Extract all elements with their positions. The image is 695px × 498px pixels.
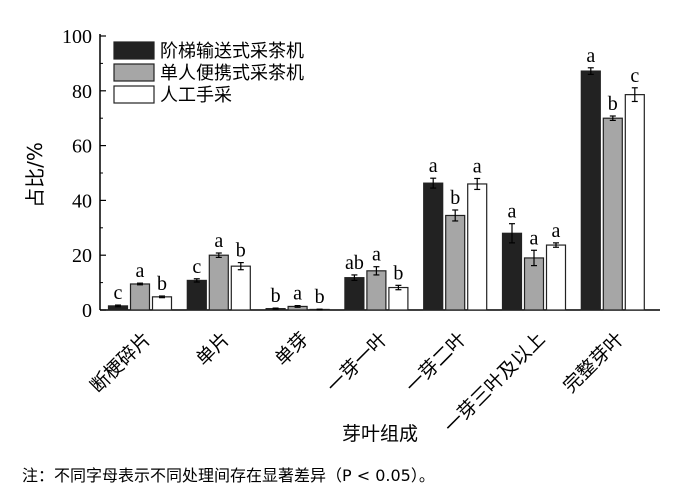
significance-letter: b	[393, 262, 403, 284]
y-tick-label: 0	[82, 300, 92, 322]
bar	[129, 283, 151, 311]
bar	[344, 277, 365, 311]
bar	[186, 279, 207, 311]
significance-letter: b	[608, 93, 618, 115]
significance-letter: b	[157, 273, 167, 295]
y-tick-label: 100	[62, 26, 92, 48]
significance-letter: a	[586, 45, 595, 67]
significance-letter: a	[293, 283, 302, 305]
significance-letter: c	[192, 256, 201, 278]
bar	[624, 94, 645, 311]
y-tick-label: 80	[72, 81, 92, 103]
x-tick-label: 单芽	[271, 328, 313, 370]
legend-swatch	[113, 63, 155, 82]
bar	[423, 182, 444, 311]
y-tick-label: 20	[72, 245, 92, 267]
y-axis-label: 占比/%	[23, 142, 47, 208]
significance-letter: c	[114, 282, 123, 304]
legend-label: 人工手采	[160, 85, 232, 106]
x-tick-label: 完整芽叶	[559, 328, 628, 397]
y-tick-label: 60	[72, 136, 92, 158]
significance-letter: a	[429, 155, 438, 177]
bar	[602, 117, 623, 311]
significance-letter: b	[315, 286, 325, 308]
y-tick-label: 40	[72, 190, 92, 212]
bar	[545, 244, 567, 311]
significance-letter: b	[271, 285, 281, 307]
bar	[366, 270, 387, 311]
bar	[388, 286, 409, 311]
bar	[208, 254, 229, 311]
legend-swatch	[113, 41, 155, 60]
bar	[501, 232, 523, 311]
bar	[467, 183, 488, 311]
significance-letter: b	[236, 240, 246, 262]
bar	[445, 214, 466, 311]
x-tick-label: 一芽二叶	[401, 328, 470, 397]
bar	[580, 70, 601, 311]
legend-label: 阶梯输送式采茶机	[160, 41, 304, 62]
bar	[151, 296, 173, 311]
legend-swatch	[113, 85, 155, 104]
significance-letter: ab	[345, 252, 364, 274]
significance-letter: a	[530, 227, 539, 249]
significance-letter: a	[214, 230, 223, 252]
legend-label: 单人便携式采茶机	[160, 63, 304, 84]
x-tick-label: 断梗碎片	[86, 328, 155, 397]
x-tick-label: 一芽一叶	[323, 328, 392, 397]
significance-letter: a	[136, 260, 145, 282]
significance-letter: b	[450, 187, 460, 209]
significance-letter: a	[372, 244, 381, 266]
significance-letter: a	[473, 155, 482, 177]
significance-letter: c	[630, 65, 639, 87]
x-tick-label: 单片	[192, 328, 234, 370]
bar	[230, 265, 251, 311]
x-axis-label: 芽叶组成	[342, 423, 418, 445]
significance-letter: a	[508, 201, 517, 223]
significance-letter: a	[552, 220, 561, 242]
footnote: 注：不同字母表示不同处理间存在显著差异（P < 0.05）。	[22, 466, 435, 485]
